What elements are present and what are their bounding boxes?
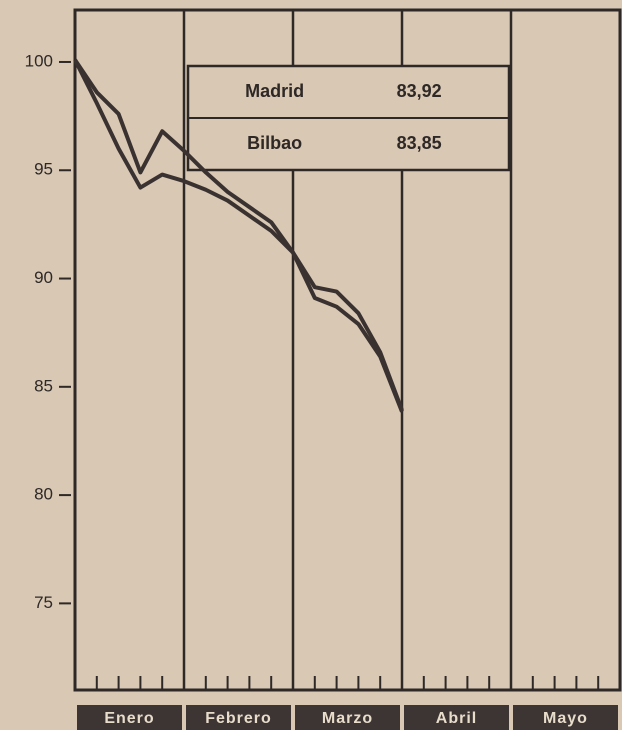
x-tick-label: Marzo [322,710,373,727]
y-tick-label: 85 [34,376,53,395]
legend-label: Bilbao [247,133,302,153]
month-box [295,705,400,730]
x-tick-label: Mayo [543,710,588,727]
x-tick-label: Enero [104,710,154,727]
plot-frame [73,8,622,692]
month-box [77,705,182,730]
x-tick-label: Febrero [205,710,272,727]
y-tick-label: 80 [34,485,53,504]
series-line [73,58,404,411]
y-tick-label: 100 [25,51,53,70]
month-box [404,705,509,730]
y-tick-label: 75 [34,593,53,612]
series-line [73,58,404,413]
legend-value: 83,85 [397,133,442,153]
y-tick-label: 95 [34,160,53,179]
month-box [186,705,291,730]
legend-label: Madrid [245,81,304,101]
x-tick-label: Abril [436,710,477,727]
month-box [513,705,618,730]
y-tick-label: 90 [34,268,53,287]
legend-value: 83,92 [397,81,442,101]
